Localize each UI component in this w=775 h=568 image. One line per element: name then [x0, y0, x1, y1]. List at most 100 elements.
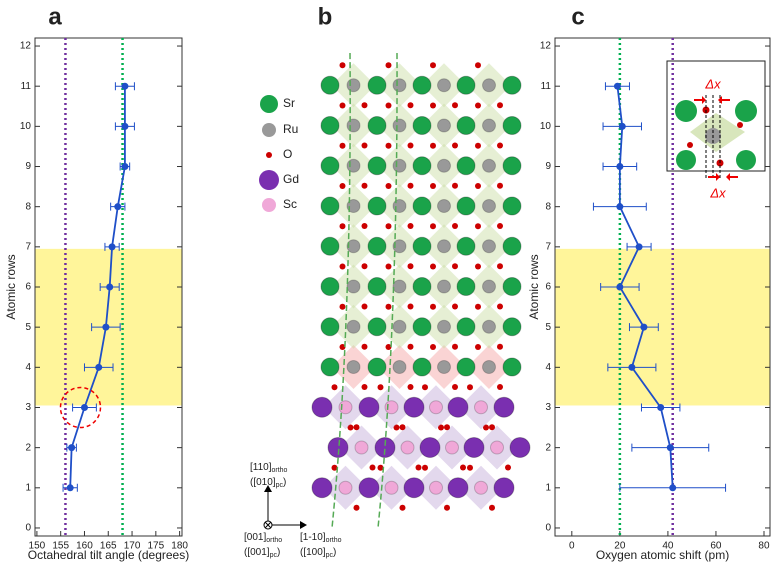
x-tick-label: 175: [147, 541, 164, 552]
a-site: [419, 437, 441, 458]
label-part: [110]: [250, 462, 272, 473]
y-tick-label: 3: [545, 402, 551, 413]
a-site: [502, 236, 522, 256]
oxygen: [339, 142, 346, 149]
oxygen: [430, 62, 436, 69]
atom: [735, 100, 757, 122]
data-point: [616, 163, 624, 171]
a-site: [456, 357, 476, 377]
arrow: [708, 173, 720, 181]
a-site: [412, 116, 432, 135]
oxygen: [361, 343, 368, 350]
a-site: [493, 477, 515, 499]
b-site: [354, 440, 369, 455]
a-site: [502, 196, 522, 216]
panel-letter: c: [571, 3, 584, 30]
oxygen: [475, 344, 481, 350]
label-part: pc: [270, 552, 278, 559]
a-site: [358, 396, 380, 418]
oxygen: [467, 464, 473, 471]
a-site: [509, 437, 531, 458]
b-site: [338, 480, 353, 495]
y-tick-label: 12: [20, 41, 32, 52]
oxygen: [497, 182, 503, 189]
oxygen: [444, 424, 450, 431]
oxygen: [422, 384, 428, 391]
oxygen: [497, 303, 503, 310]
a-site: [367, 357, 387, 377]
legend-label: Gd: [283, 172, 299, 186]
oxygen: [407, 343, 414, 350]
y-tick-label: 8: [25, 201, 31, 212]
highlight-band: [555, 248, 770, 406]
a-site: [412, 196, 432, 216]
y-tick-label: 0: [545, 523, 551, 534]
oxygen: [460, 464, 466, 471]
y-tick-label: 7: [545, 241, 551, 252]
y-tick-label: 5: [545, 322, 551, 333]
oxygen: [497, 142, 503, 149]
y-axis-label: Atomic rows: [4, 254, 18, 319]
plot: 150 155 160 165 170 175 1800123456789101112Oct…: [4, 37, 189, 562]
x-tick-label: 20: [614, 541, 626, 552]
b-site: [392, 158, 407, 173]
delta-label: Δx: [704, 76, 721, 91]
y-tick-label: 11: [21, 81, 32, 92]
x-tick-label: 170: [124, 541, 141, 552]
oxygen: [339, 223, 346, 230]
label-part: ortho: [266, 537, 282, 544]
label-part: [001]: [244, 532, 266, 543]
label-part: ): [333, 547, 336, 558]
data-point: [80, 403, 88, 411]
oxygen: [361, 303, 368, 310]
oxygen: [377, 384, 384, 391]
y-tick-label: 6: [25, 282, 31, 293]
a-site: [320, 236, 340, 256]
y-tick-label: 6: [545, 282, 551, 293]
guide-line: [331, 53, 351, 529]
data-point: [68, 444, 76, 452]
oxygen: [347, 424, 354, 431]
oxygen: [361, 263, 368, 270]
a-site: [502, 277, 522, 296]
arrow-head: [300, 521, 307, 529]
a-site: [412, 236, 432, 256]
b-site: [437, 78, 451, 93]
oxygen: [430, 142, 436, 149]
oxygen: [452, 102, 458, 109]
a-site: [367, 317, 387, 337]
oxygen: [331, 384, 338, 391]
a-site: [412, 75, 432, 95]
oxygen: [430, 303, 436, 310]
oxygen: [452, 303, 458, 310]
b-site: [482, 319, 496, 334]
oxygen: [385, 303, 392, 310]
data-point: [106, 283, 114, 291]
b-site: [346, 158, 361, 173]
a-site: [502, 317, 522, 337]
oxygen: [393, 424, 400, 431]
oxygen: [339, 344, 346, 350]
x-tick-label: 180: [171, 541, 188, 552]
b-site: [437, 319, 451, 334]
oxygen: [407, 142, 414, 149]
oxygen: [407, 182, 414, 189]
data-point: [616, 283, 624, 291]
a-site: [412, 357, 432, 377]
a-site: [367, 236, 387, 256]
atom: [736, 150, 756, 170]
oxygen: [407, 303, 414, 310]
oxygen: [475, 183, 481, 189]
oxygen: [444, 504, 450, 511]
crystal-diagram: [311, 53, 531, 529]
a-site: [502, 357, 522, 377]
x-tick-label: 80: [758, 541, 770, 552]
b-site: [392, 199, 407, 213]
label-part: pc: [326, 552, 334, 559]
arrow: [694, 96, 706, 104]
oxygen: [353, 424, 360, 431]
oxygen: [385, 263, 392, 270]
oxygen: [385, 142, 392, 149]
legend-label: O: [283, 147, 292, 161]
oxygen: [339, 263, 346, 270]
